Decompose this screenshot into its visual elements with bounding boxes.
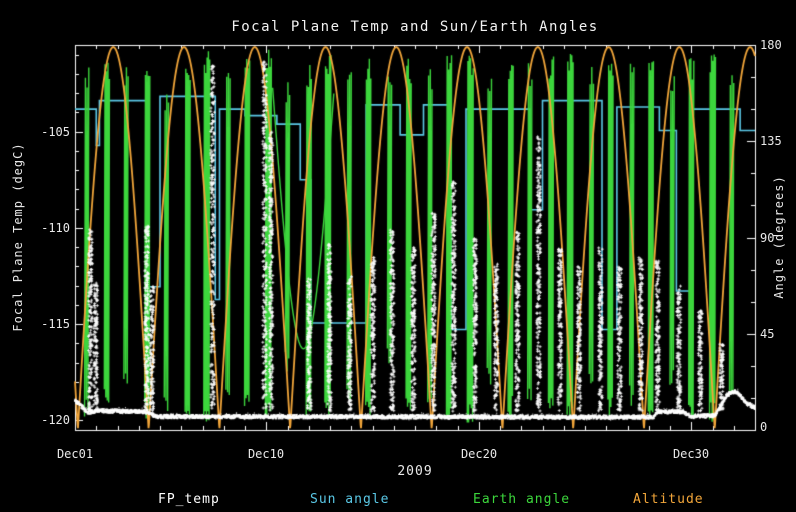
x-tick-label-dec30: Dec30 <box>672 447 710 461</box>
left-axis-label: Focal Plane Temp (degC) <box>11 142 25 332</box>
x-tick-label-dec01: Dec01 <box>56 447 94 461</box>
right-axis-label: Angle (degrees) <box>772 175 786 299</box>
legend-earth-angle: Earth angle <box>473 492 571 507</box>
left-tick-label-110: -110 <box>41 221 70 235</box>
left-tick-label-105: -105 <box>41 125 70 139</box>
x-tick-label-dec20: Dec20 <box>460 447 498 461</box>
legend-sun-angle: Sun angle <box>310 492 390 507</box>
left-tick-label-120: -120 <box>41 413 70 427</box>
right-tick-label-90: 90 <box>760 231 775 245</box>
left-tick-label-115: -115 <box>41 317 70 331</box>
right-tick-label-0: 0 <box>760 420 768 434</box>
legend-altitude: Altitude <box>633 492 704 507</box>
right-tick-label-45: 45 <box>760 327 775 341</box>
x-tick-label-dec10: Dec10 <box>247 447 285 461</box>
x-axis-label: 2009 <box>397 464 433 479</box>
right-tick-label-180: 180 <box>760 38 782 52</box>
right-tick-label-135: 135 <box>760 134 782 148</box>
chart-title: Focal Plane Temp and Sun/Earth Angles <box>231 19 599 35</box>
legend-fp-temp: FP_temp <box>158 492 220 507</box>
